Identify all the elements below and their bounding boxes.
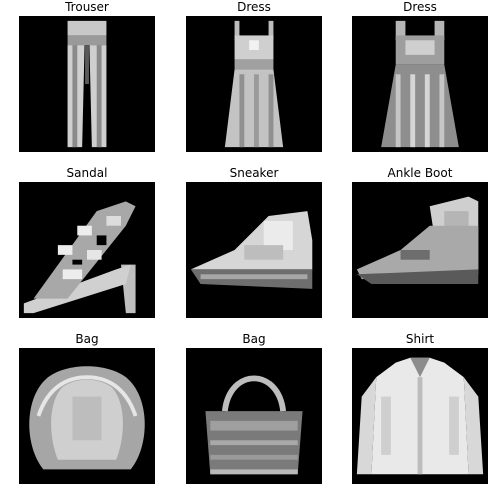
dress-picture [352,16,488,152]
trouser-picture [19,16,155,152]
shirt-image [352,348,488,484]
sneaker-picture [186,182,322,318]
image-caption: Sneaker [229,166,279,180]
ankle-boot-picture [352,182,488,318]
image-caption: Ankle Boot [387,166,453,180]
dress-picture [186,16,322,152]
image-caption: Dress [403,0,437,14]
image-caption: Shirt [405,332,435,346]
image-caption: Trouser [65,0,109,14]
bag-image [186,348,322,484]
dress-image [186,16,322,152]
image-caption: Bag [75,332,99,346]
ankle-boot-image [352,182,488,318]
bag-picture [186,348,322,484]
image-caption: Sandal [66,166,108,180]
shirt-picture [352,348,488,484]
sandal-picture [19,182,155,318]
bag-image [19,348,155,484]
image-caption: Dress [237,0,271,14]
sandal-image [19,182,155,318]
image-caption: Bag [242,332,266,346]
bag-picture [19,348,155,484]
sneaker-image [186,182,322,318]
dress-image [352,16,488,152]
trouser-image [19,16,155,152]
